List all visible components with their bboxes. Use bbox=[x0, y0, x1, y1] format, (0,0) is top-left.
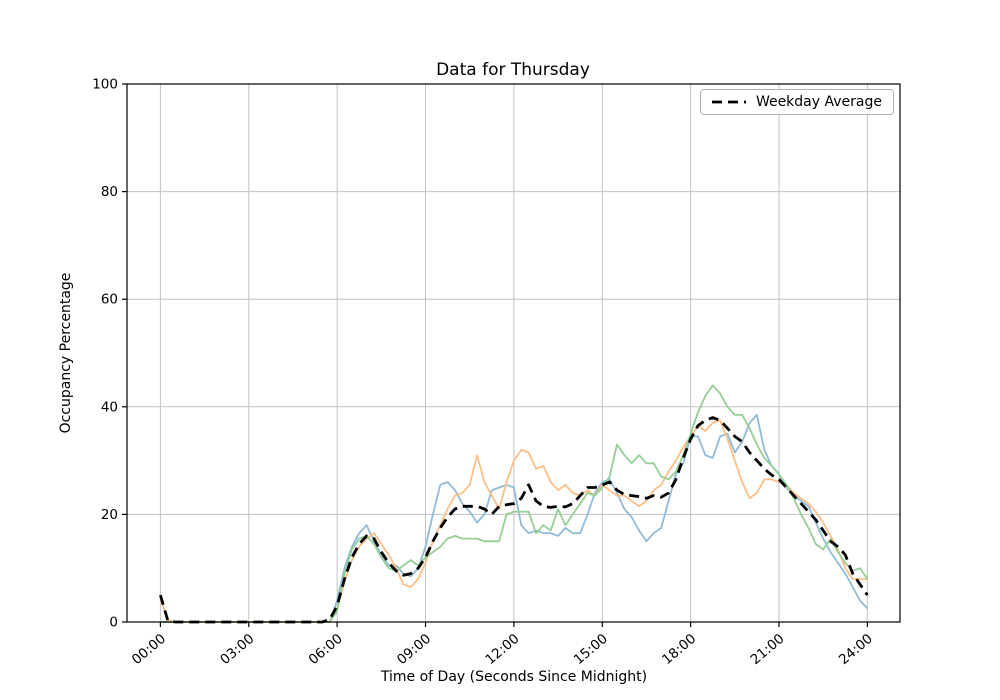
x-tick-label: 24:00 bbox=[836, 631, 876, 668]
x-tick-label: 18:00 bbox=[659, 631, 699, 668]
y-tick-label: 20 bbox=[101, 507, 118, 523]
y-tick-label: 100 bbox=[92, 77, 118, 93]
y-tick-label: 0 bbox=[109, 615, 118, 631]
x-tick-label: 09:00 bbox=[394, 631, 434, 668]
legend: Weekday Average bbox=[699, 89, 894, 115]
x-tick-label: 15:00 bbox=[571, 631, 611, 668]
y-tick-label: 40 bbox=[101, 399, 118, 415]
y-tick-label: 80 bbox=[101, 184, 118, 200]
x-tick-label: 21:00 bbox=[748, 631, 788, 668]
x-tick-label: 03:00 bbox=[217, 631, 257, 668]
legend-dashed-line-sample bbox=[711, 100, 746, 104]
x-tick-label: 12:00 bbox=[482, 631, 522, 668]
x-tick-label: 00:00 bbox=[129, 631, 169, 668]
x-tick-label: 06:00 bbox=[306, 631, 346, 668]
y-tick-label: 60 bbox=[101, 292, 118, 308]
chart-title: Data for Thursday bbox=[436, 60, 590, 80]
x-axis-label: Time of Day (Seconds Since Midnight) bbox=[380, 669, 648, 685]
y-axis-label: Occupancy Percentage bbox=[58, 272, 74, 434]
legend-label: Weekday Average bbox=[755, 94, 882, 110]
